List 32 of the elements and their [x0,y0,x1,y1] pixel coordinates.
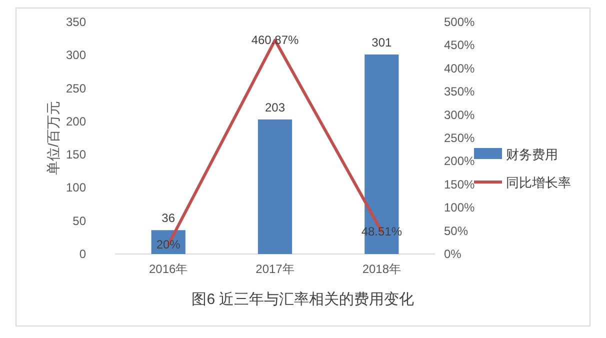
y2-tick-label: 250% [444,131,476,145]
data-label: 20% [156,238,181,252]
y2-tick-label: 300% [444,108,476,122]
legend-label: 同比增长率 [506,175,571,190]
legend-label: 财务费用 [506,147,558,162]
y-axis-title: 单位/百万元 [45,101,61,175]
bar [258,119,292,254]
data-label: 203 [264,100,286,114]
y-tick-label: 150 [66,148,86,162]
y-tick-label: 350 [66,15,86,29]
y2-tick-label: 500% [444,15,476,29]
y-tick-label: 100 [66,180,86,195]
y-tick-label: 250 [66,81,86,96]
y-tick-label: 200 [66,114,86,128]
text: 图6 近三年与汇率相关的费用变化 [192,291,414,308]
x-tick-label: 2017年 [256,262,294,276]
y2-tick-label: 0% [444,247,462,261]
y2-tick-label: 350% [444,84,476,99]
y2-tick-label: 450% [444,38,476,52]
data-label: 36 [162,211,176,226]
x-tick-label: 2018年 [362,262,402,276]
data-label: 301 [372,35,392,50]
y2-tick-label: 200% [444,154,476,168]
x-tick-label: 2016年 [148,262,188,276]
y-tick-label: 300 [66,48,86,62]
y2-tick-label: 100% [444,200,476,215]
data-label: 460.87% [251,33,300,48]
y2-tick-label: 50% [444,224,468,238]
y-tick-label: 50 [72,214,86,228]
y2-tick-label: 400% [444,61,476,76]
y2-tick-label: 150% [444,177,476,192]
y-tick-label: 0 [79,247,86,261]
